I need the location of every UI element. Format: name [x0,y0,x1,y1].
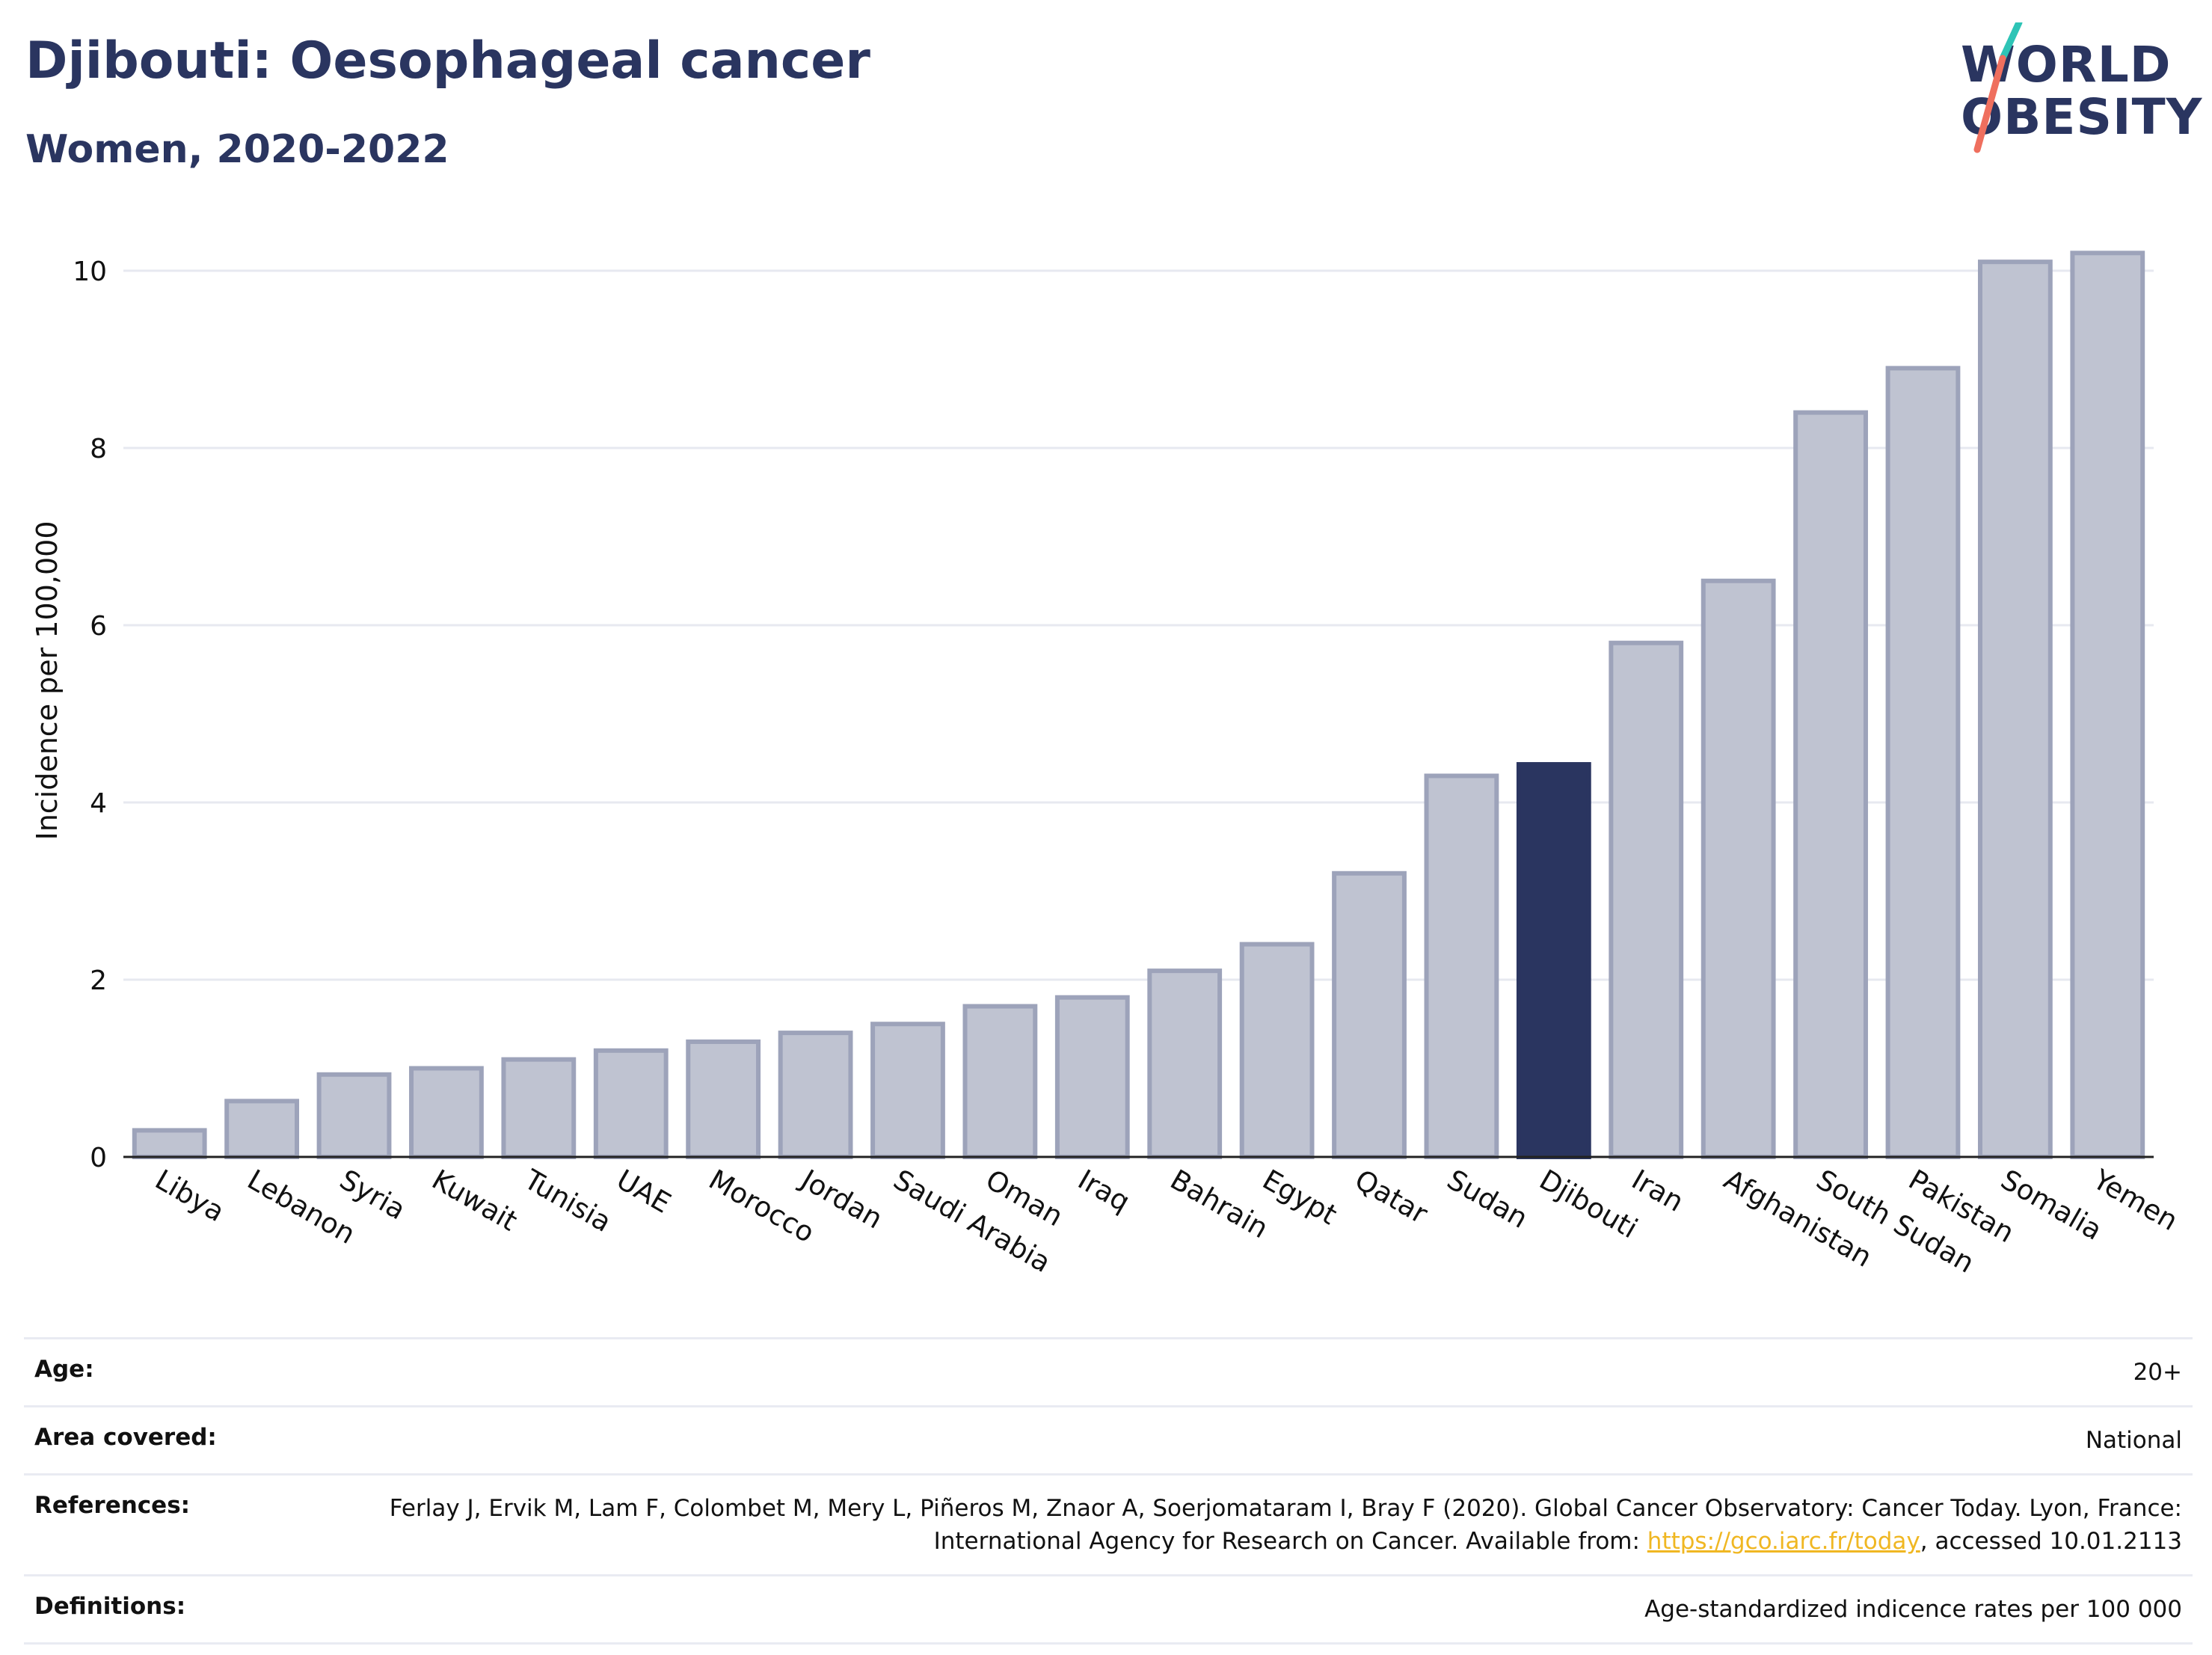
reference-accessed-text: , accessed 10.01.2113 [1920,1528,2182,1555]
bar-tunisia[interactable] [501,1057,577,1160]
meta-value: 20+ [2133,1359,2182,1386]
x-tick-label: Saudi Arabia [888,1164,1056,1280]
bar-yemen[interactable] [2070,251,2145,1159]
bar-pakistan[interactable] [1885,366,1961,1160]
meta-value: Ferlay J, Ervik M, Lam F, Colombet M, Me… [304,1492,2182,1558]
bar-iran[interactable] [1609,640,1684,1159]
y-tick-label: 6 [90,611,107,642]
chart-subtitle: Women, 2020-2022 [25,127,449,172]
x-tick-label: Bahrain [1165,1164,1274,1245]
x-tick-label: Libya [150,1164,230,1229]
meta-row-references: References: Ferlay J, Ervik M, Lam F, Co… [24,1473,2193,1574]
y-tick-label: 8 [90,434,107,464]
x-tick-label: Morocco [704,1164,820,1250]
bar-somalia[interactable] [1977,260,2053,1159]
meta-label: Age: [34,1356,94,1383]
x-tick-label: UAE [611,1164,676,1220]
metadata-table: Age: 20+ Area covered: National Referenc… [24,1337,2193,1645]
logo-slash-icon [1973,22,2023,153]
y-tick-label: 10 [73,257,107,287]
x-tick-label: Kuwait [426,1164,523,1238]
meta-label: Area covered: [34,1424,217,1451]
y-axis-label: Incidence per 100,000 [31,521,64,840]
chart-title: Djibouti: Oesophageal cancer [25,31,870,90]
bar-egypt[interactable] [1239,942,1315,1159]
bar-qatar[interactable] [1332,871,1407,1159]
bar-uae[interactable] [593,1048,669,1160]
meta-row-age: Age: 20+ [24,1337,2193,1405]
bar-saudi-arabia[interactable] [870,1022,945,1159]
x-tick-label: Qatar [1350,1164,1434,1231]
world-obesity-logo: WORLD OBESITY [1952,22,2203,157]
x-tick-label: Iran [1626,1164,1689,1218]
bar-afghanistan[interactable] [1701,578,1776,1159]
x-tick-label: Sudan [1442,1164,1533,1235]
meta-value: Age-standardized indicence rates per 100… [1644,1596,2182,1623]
x-tick-label: Tunisia [518,1163,617,1238]
meta-row-area: Area covered: National [24,1405,2193,1473]
bar-morocco[interactable] [686,1039,761,1159]
y-tick-labels: 0 2 4 6 8 10 [73,257,107,1173]
logo-text-obesity: OBESITY [1961,88,2203,146]
bar-syria[interactable] [316,1072,392,1160]
bar-libya[interactable] [132,1128,207,1159]
x-tick-label: Iraq [1072,1164,1135,1218]
bar-south-sudan[interactable] [1793,410,1868,1160]
meta-value: National [2085,1427,2182,1454]
bar-jordan[interactable] [778,1031,853,1159]
bars [123,251,2154,1160]
y-tick-label: 0 [90,1143,107,1173]
reference-text: Ferlay J, Ervik M, Lam F, Colombet M, Me… [389,1495,2182,1555]
meta-label: References: [34,1492,191,1519]
bar-sudan[interactable] [1424,773,1499,1159]
bar-iraq[interactable] [1054,995,1130,1159]
x-tick-label: Somalia [1995,1164,2107,1247]
y-tick-label: 4 [90,788,107,819]
bar-kuwait[interactable] [409,1066,484,1159]
y-tick-label: 2 [90,965,107,996]
reference-link[interactable]: https://gco.iarc.fr/today [1647,1528,1920,1555]
meta-row-definitions: Definitions: Age-standardized indicence … [24,1574,2193,1645]
x-tick-label: Djibouti [1534,1164,1643,1245]
bar-lebanon[interactable] [224,1099,300,1159]
bar-djibouti[interactable] [1516,762,1591,1159]
bar-bahrain[interactable] [1147,968,1223,1160]
meta-label: Definitions: [34,1593,186,1620]
bar-oman[interactable] [962,1004,1038,1160]
